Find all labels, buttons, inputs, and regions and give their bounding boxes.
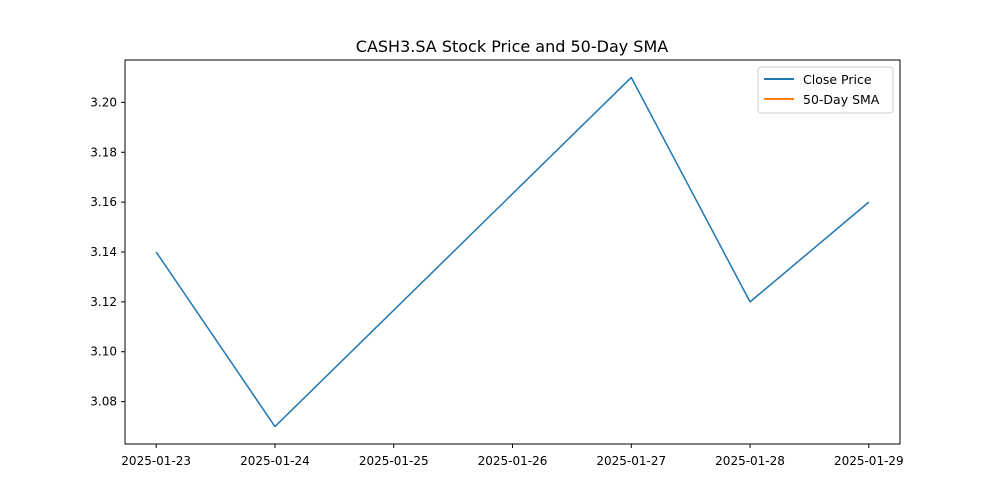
x-axis: 2025-01-23 2025-01-24 2025-01-25 2025-01-26… — [121, 444, 904, 468]
legend-label-50-day-sma: 50-Day SMA — [803, 92, 880, 107]
chart-title: CASH3.SA Stock Price and 50-Day SMA — [356, 37, 669, 56]
y-tick-label: 3.16 — [90, 195, 117, 209]
x-tick-label: 2025-01-28 — [715, 454, 785, 468]
y-tick-label: 3.20 — [90, 95, 117, 109]
legend-label-close-price: Close Price — [803, 72, 872, 87]
x-tick-label: 2025-01-25 — [359, 454, 429, 468]
y-axis: 3.08 3.10 3.12 3.14 3.16 3.18 3.20 — [90, 95, 125, 409]
y-tick-label: 3.10 — [90, 345, 117, 359]
y-tick-label: 3.18 — [90, 145, 117, 159]
x-tick-label: 2025-01-29 — [834, 454, 904, 468]
series-line-close-price — [155, 76, 870, 428]
plot-frame — [124, 59, 901, 445]
y-tick-label: 3.08 — [90, 395, 117, 409]
plot-area — [155, 76, 870, 428]
y-tick-label: 3.12 — [90, 295, 117, 309]
y-tick-label: 3.14 — [90, 245, 117, 259]
x-tick-label: 2025-01-26 — [478, 454, 548, 468]
x-tick-label: 2025-01-23 — [121, 454, 191, 468]
x-tick-label: 2025-01-24 — [240, 454, 310, 468]
legend: Close Price 50-Day SMA — [757, 66, 894, 114]
x-tick-label: 2025-01-27 — [596, 454, 666, 468]
